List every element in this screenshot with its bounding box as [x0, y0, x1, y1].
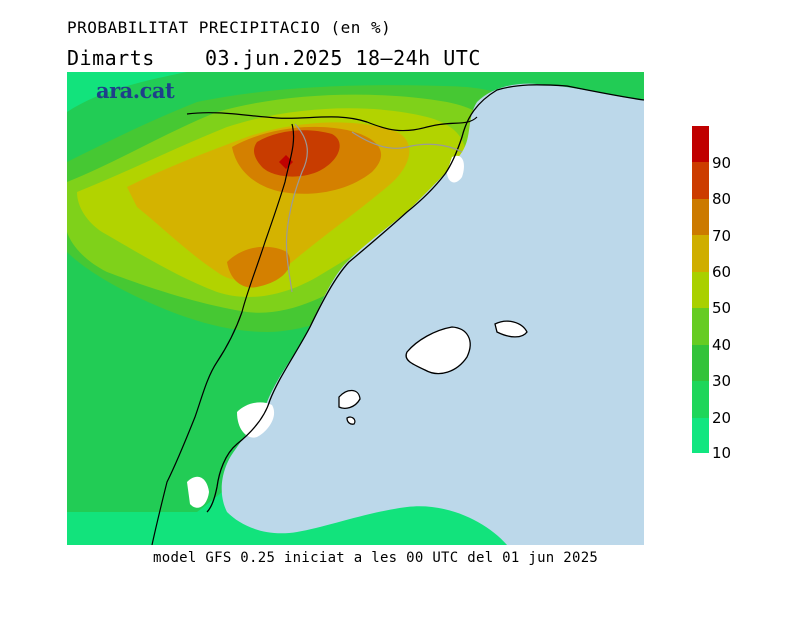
legend-label-40: 40	[712, 336, 732, 354]
legend-swatch-40	[692, 308, 709, 345]
legend-label-60: 60	[712, 263, 732, 281]
legend-label-70: 70	[712, 227, 732, 245]
legend-label-90: 90	[712, 154, 732, 172]
legend-swatch-90	[692, 126, 709, 162]
legend-swatch-10	[692, 418, 709, 453]
island-formentera	[346, 416, 356, 425]
precipitation-map	[67, 72, 644, 545]
coastal-white-area	[187, 476, 209, 508]
country-border	[186, 112, 478, 132]
mediterranean-sea	[221, 83, 644, 545]
province-border	[285, 123, 463, 293]
legend-label-30: 30	[712, 372, 732, 390]
coastline	[206, 84, 644, 513]
forecast-day: Dimarts	[67, 46, 155, 70]
island-mallorca	[405, 326, 471, 375]
legend-swatch-50	[692, 272, 709, 308]
forecast-datetime: 03.jun.2025 18–24h UTC	[204, 46, 481, 70]
ara-cat-logo: ara.cat	[96, 78, 175, 103]
legend-swatch-20	[692, 381, 709, 418]
legend-label-80: 80	[712, 190, 732, 208]
chart-title: PROBABILITAT PRECIPITACIO (en %)	[67, 18, 392, 37]
legend-swatch-80	[692, 162, 709, 199]
region-border	[151, 123, 295, 545]
legend-swatch-60	[692, 235, 709, 272]
legend-swatch-30	[692, 345, 709, 381]
island-ibiza	[338, 389, 361, 409]
band-90	[279, 155, 293, 169]
forecast-period: Dimarts 03.jun.2025 18–24h UTC	[67, 46, 481, 70]
band-80	[254, 130, 340, 177]
island-menorca	[494, 320, 528, 338]
legend-label-20: 20	[712, 409, 732, 427]
model-info: model GFS 0.25 iniciat a les 00 UTC del …	[153, 550, 599, 566]
color-legend	[692, 126, 709, 453]
legend-label-10: 10	[712, 444, 732, 462]
legend-label-50: 50	[712, 299, 732, 317]
legend-labels: 90 80 70 60 50 40 30 20 10	[712, 126, 772, 466]
map-canvas	[67, 72, 644, 545]
legend-swatch-70	[692, 199, 709, 235]
